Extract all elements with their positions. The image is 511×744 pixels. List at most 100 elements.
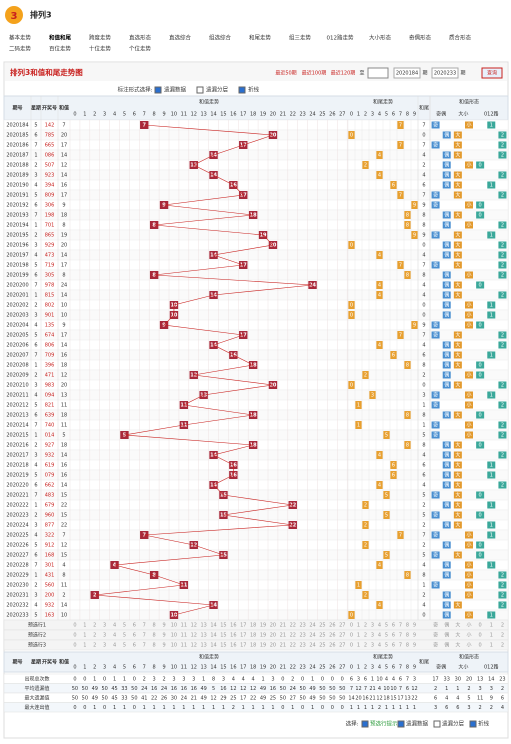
preselect-cell[interactable]: 大 xyxy=(455,642,460,649)
preselect-cell[interactable]: 20 xyxy=(270,623,276,629)
preselect-cell[interactable]: 12 xyxy=(191,633,197,639)
footer-option[interactable]: 遗漏分层 xyxy=(442,720,465,728)
nav-link[interactable]: 十位走势 xyxy=(89,45,112,53)
preselect-cell[interactable]: 5 xyxy=(123,643,126,649)
checkbox[interactable] xyxy=(469,720,477,728)
preselect-cell[interactable]: 25 xyxy=(319,633,325,639)
preselect-cell[interactable]: 22 xyxy=(290,623,296,629)
preselect-cell[interactable]: 2 xyxy=(501,643,504,649)
preselect-cell[interactable]: 7 xyxy=(143,623,146,629)
preselect-cell[interactable]: 22 xyxy=(290,633,296,639)
preselect-cell[interactable]: 27 xyxy=(339,633,345,639)
preselect-cell[interactable]: 2 xyxy=(501,623,504,629)
preselect-cell[interactable]: 6 xyxy=(133,633,136,639)
preselect-cell[interactable]: 9 xyxy=(413,633,416,639)
preselect-cell[interactable]: 2 xyxy=(93,643,96,649)
checkbox[interactable] xyxy=(238,86,246,94)
preselect-cell[interactable]: 25 xyxy=(319,643,325,649)
preselect-cell[interactable]: 2 xyxy=(93,633,96,639)
preselect-cell[interactable]: 奇 xyxy=(433,632,438,639)
preselect-cell[interactable]: 26 xyxy=(329,633,335,639)
preselect-cell[interactable]: 偶 xyxy=(444,642,449,649)
preselect-cell[interactable]: 6 xyxy=(133,623,136,629)
option-label[interactable]: 遗漏数据 xyxy=(164,86,187,94)
preselect-cell[interactable]: 奇 xyxy=(433,622,438,629)
preselect-cell[interactable]: 1 xyxy=(357,643,360,649)
preselect-cell[interactable]: 偶 xyxy=(444,632,449,639)
preselect-cell[interactable]: 1 xyxy=(83,623,86,629)
preselect-cell[interactable]: 20 xyxy=(270,633,276,639)
preselect-cell[interactable]: 5 xyxy=(385,633,388,639)
preselect-cell[interactable]: 偶 xyxy=(444,622,449,629)
preselect-cell[interactable]: 6 xyxy=(133,643,136,649)
preselect-cell[interactable]: 16 xyxy=(230,623,236,629)
nav-link[interactable]: 和尾走势 xyxy=(249,34,272,42)
preselect-cell[interactable]: 13 xyxy=(200,643,206,649)
preselect-cell[interactable]: 14 xyxy=(210,633,216,639)
footer-option[interactable]: 折线 xyxy=(478,720,490,728)
nav-link[interactable]: 和值和尾 xyxy=(49,34,72,42)
preselect-cell[interactable]: 小 xyxy=(466,622,471,629)
preselect-cell[interactable]: 21 xyxy=(280,633,286,639)
preselect-cell[interactable]: 12 xyxy=(191,643,197,649)
nav-link[interactable]: 直选综合 xyxy=(169,34,192,42)
preselect-cell[interactable]: 0 xyxy=(479,623,482,629)
preselect-cell[interactable]: 11 xyxy=(181,643,187,649)
preselect-cell[interactable]: 4 xyxy=(378,633,381,639)
range-link[interactable]: 最近120期 xyxy=(331,70,356,77)
checkbox[interactable] xyxy=(397,720,405,728)
preselect-cell[interactable]: 12 xyxy=(191,623,197,629)
option-label[interactable]: 遗漏分层 xyxy=(206,86,229,94)
preselect-cell[interactable]: 0 xyxy=(479,633,482,639)
preselect-cell[interactable]: 15 xyxy=(220,633,226,639)
nav-link[interactable]: 个位走势 xyxy=(129,45,152,53)
preselect-cell[interactable]: 13 xyxy=(200,633,206,639)
preselect-cell[interactable]: 3 xyxy=(103,643,106,649)
preselect-cell[interactable]: 25 xyxy=(319,623,325,629)
preselect-cell[interactable]: 15 xyxy=(220,643,226,649)
preselect-cell[interactable]: 2 xyxy=(364,633,367,639)
select[interactable] xyxy=(367,67,389,79)
issue-input[interactable] xyxy=(393,67,421,79)
preselect-cell[interactable]: 7 xyxy=(143,643,146,649)
preselect-cell[interactable]: 7 xyxy=(399,623,402,629)
preselect-cell[interactable]: 0 xyxy=(350,633,353,639)
preselect-cell[interactable]: 1 xyxy=(490,623,493,629)
preselect-cell[interactable]: 8 xyxy=(153,623,156,629)
preselect-cell[interactable]: 19 xyxy=(260,643,266,649)
preselect-cell[interactable]: 大 xyxy=(455,622,460,629)
preselect-cell[interactable]: 7 xyxy=(399,643,402,649)
preselect-cell[interactable]: 8 xyxy=(153,633,156,639)
preselect-cell[interactable]: 3 xyxy=(371,643,374,649)
preselect-cell[interactable]: 0 xyxy=(73,623,76,629)
preselect-cell[interactable]: 10 xyxy=(171,633,177,639)
preselect-cell[interactable]: 8 xyxy=(406,643,409,649)
preselect-cell[interactable]: 26 xyxy=(329,643,335,649)
preselect-cell[interactable]: 18 xyxy=(250,623,256,629)
preselect-cell[interactable]: 11 xyxy=(181,623,187,629)
preselect-cell[interactable]: 3 xyxy=(371,633,374,639)
preselect-cell[interactable]: 0 xyxy=(350,623,353,629)
preselect-cell[interactable]: 23 xyxy=(299,623,305,629)
nav-link[interactable]: 质合形态 xyxy=(449,34,472,42)
preselect-cell[interactable]: 3 xyxy=(103,633,106,639)
preselect-cell[interactable]: 1 xyxy=(83,633,86,639)
preselect-cell[interactable]: 7 xyxy=(399,633,402,639)
preselect-cell[interactable]: 14 xyxy=(210,623,216,629)
preselect-cell[interactable]: 奇 xyxy=(433,642,438,649)
nav-link[interactable]: 012路走势 xyxy=(327,34,354,42)
footer-option[interactable]: 遗漏数据 xyxy=(406,720,429,728)
preselect-cell[interactable]: 9 xyxy=(413,623,416,629)
preselect-cell[interactable]: 8 xyxy=(153,643,156,649)
preselect-cell[interactable]: 2 xyxy=(364,623,367,629)
nav-link[interactable]: 组选综合 xyxy=(209,34,232,42)
preselect-cell[interactable]: 1 xyxy=(490,633,493,639)
preselect-cell[interactable]: 9 xyxy=(162,643,165,649)
query-button[interactable] xyxy=(481,67,503,79)
preselect-cell[interactable]: 4 xyxy=(113,643,116,649)
preselect-cell[interactable]: 6 xyxy=(392,623,395,629)
preselect-cell[interactable]: 1 xyxy=(83,643,86,649)
range-link[interactable]: 最近50期 xyxy=(275,70,296,77)
preselect-cell[interactable]: 17 xyxy=(240,623,246,629)
preselect-cell[interactable]: 5 xyxy=(385,643,388,649)
